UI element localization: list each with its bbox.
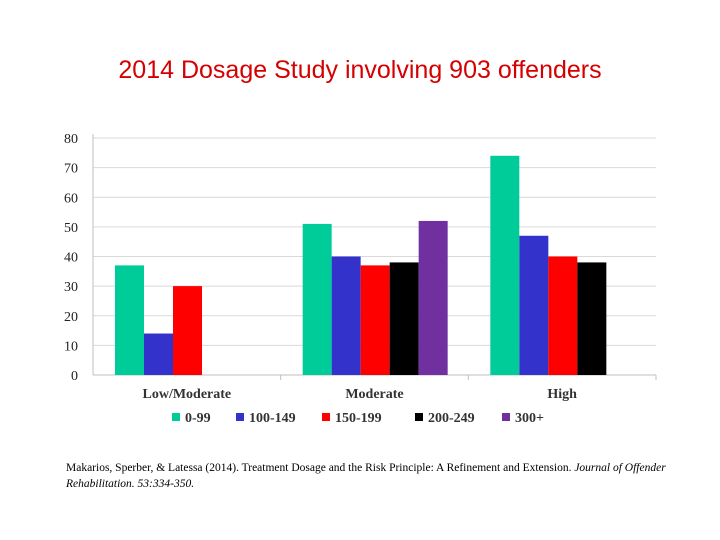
citation: Makarios, Sperber, & Latessa (2014). Tre…: [66, 460, 666, 492]
y-tick-label: 70: [64, 162, 78, 177]
category-label: Moderate: [345, 387, 403, 402]
y-tick-label: 40: [64, 251, 78, 266]
bar-0-99-low-moderate: [115, 265, 144, 375]
bar-200-249-high: [577, 262, 607, 375]
y-tick-label: 30: [64, 280, 78, 295]
y-tick-label: 10: [64, 339, 78, 354]
y-tick-label: 20: [64, 310, 78, 325]
bar-100-149-low-moderate: [144, 333, 173, 375]
citation-journal: Journal of Offender Rehabilitation. 53:3…: [66, 462, 666, 490]
bar-150-199-high: [548, 256, 578, 375]
bar-150-199-moderate: [360, 265, 390, 375]
legend-swatch-100-149: [236, 413, 244, 421]
citation-text: Makarios, Sperber, & Latessa (2014). Tre…: [66, 462, 575, 474]
legend-swatch-300+: [502, 413, 510, 421]
category-label: High: [547, 387, 577, 402]
legend-label: 300+: [515, 411, 544, 426]
bar-150-199-low-moderate: [173, 286, 202, 375]
legend-label: 0-99: [185, 411, 211, 426]
y-tick-label: 80: [64, 132, 78, 147]
legend-swatch-200-249: [415, 413, 423, 421]
y-tick-label: 50: [64, 221, 78, 236]
bar-100-149-moderate: [331, 256, 361, 375]
bar-300+-moderate: [418, 220, 448, 375]
bar-0-99-moderate: [302, 223, 332, 375]
bar-0-99-high: [490, 155, 520, 375]
legend-label: 100-149: [249, 411, 296, 426]
legend-label: 150-199: [335, 411, 382, 426]
legend-label: 200-249: [428, 411, 475, 426]
bar-100-149-high: [519, 235, 549, 375]
y-tick-label: 0: [71, 369, 78, 384]
legend-swatch-0-99: [172, 413, 180, 421]
bar-chart: 0 10 20 30 40 50 60 70 80 Low/Moderate Moderate Hig…: [64, 132, 657, 426]
y-tick-label: 60: [64, 191, 78, 206]
legend-swatch-150-199: [322, 413, 330, 421]
bar-200-249-moderate: [389, 262, 419, 375]
chart-title: 2014 Dosage Study involving 903 offender…: [118, 56, 602, 84]
category-label: Low/Moderate: [143, 387, 232, 402]
